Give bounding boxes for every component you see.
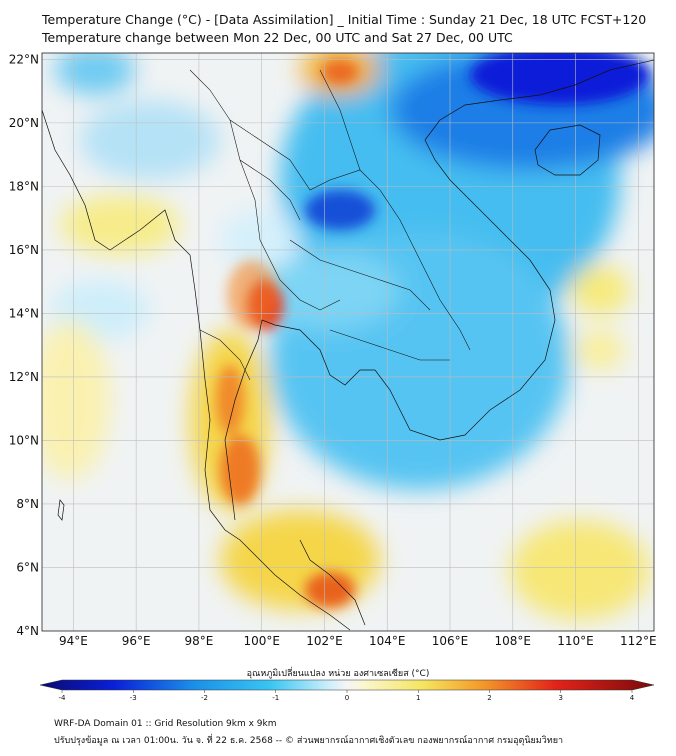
longitude-label: 94°E <box>59 634 88 648</box>
colorbar: -4 -3 -2 -1 0 1 2 3 4 <box>39 679 655 700</box>
colorbar-title: อุณหภูมิเปลี่ยนแปลง หน่วย องศาเซลเซียส (… <box>246 669 430 679</box>
latitude-label: 14°N <box>9 306 39 320</box>
footer-model-info: WRF-DA Domain 01 :: Grid Resolution 9km … <box>54 719 277 729</box>
colorbar-tick-label: -4 <box>59 694 67 700</box>
temperature-change-map: 22°N 20°N 18°N 16°N 14°N 12°N 10°N 8°N 6°N 4°N 94… <box>9 52 657 700</box>
latitude-label: 10°N <box>9 433 39 447</box>
colorbar-tick-label: 3 <box>559 694 563 700</box>
latitude-label: 8°N <box>16 497 39 511</box>
country-borders <box>189 69 471 381</box>
latitude-label: 4°N <box>16 624 39 638</box>
latitude-label: 20°N <box>9 116 39 130</box>
latitude-labels: 22°N 20°N 18°N 16°N 14°N 12°N 10°N 8°N 6°N 4°N <box>9 52 39 638</box>
map-title-line2: Temperature change between Mon 22 Dec, 0… <box>42 30 513 45</box>
latitude-label: 16°N <box>9 243 39 257</box>
latitude-label: 6°N <box>16 560 39 574</box>
colorbar-tick-label: 1 <box>416 694 420 700</box>
longitude-label: 108°E <box>495 634 532 648</box>
temperature-field <box>42 53 654 631</box>
colorbar-tick-label: 4 <box>630 694 635 700</box>
colorbar-tick-label: -2 <box>201 694 208 700</box>
longitude-label: 110°E <box>557 634 594 648</box>
latitude-label: 18°N <box>9 179 39 193</box>
longitude-label: 98°E <box>184 634 213 648</box>
colorbar-tick-label: 2 <box>487 694 491 700</box>
latitude-label: 22°N <box>9 52 39 66</box>
colorbar-gradient <box>39 679 655 691</box>
longitude-labels: 94°E 96°E 98°E 100°E 102°E 104°E 106°E 108°E 110… <box>59 634 657 648</box>
longitude-label: 96°E <box>122 634 151 648</box>
longitude-label: 106°E <box>432 634 469 648</box>
longitude-label: 102°E <box>306 634 343 648</box>
footer-update-info: ปรับปรุงข้อมูล ณ เวลา 01:00น. วัน จ. ที่… <box>54 736 564 746</box>
colorbar-tick-label: -1 <box>272 694 279 700</box>
longitude-label: 112°E <box>620 634 657 648</box>
longitude-label: 100°E <box>243 634 280 648</box>
colorbar-tick-label: 0 <box>345 694 349 700</box>
map-frame <box>41 52 655 632</box>
latitude-label: 12°N <box>9 370 39 384</box>
longitude-label: 104°E <box>369 634 406 648</box>
colorbar-tick-label: -3 <box>130 694 137 700</box>
map-title-line1: Temperature Change (°C) - [Data Assimila… <box>42 12 647 27</box>
